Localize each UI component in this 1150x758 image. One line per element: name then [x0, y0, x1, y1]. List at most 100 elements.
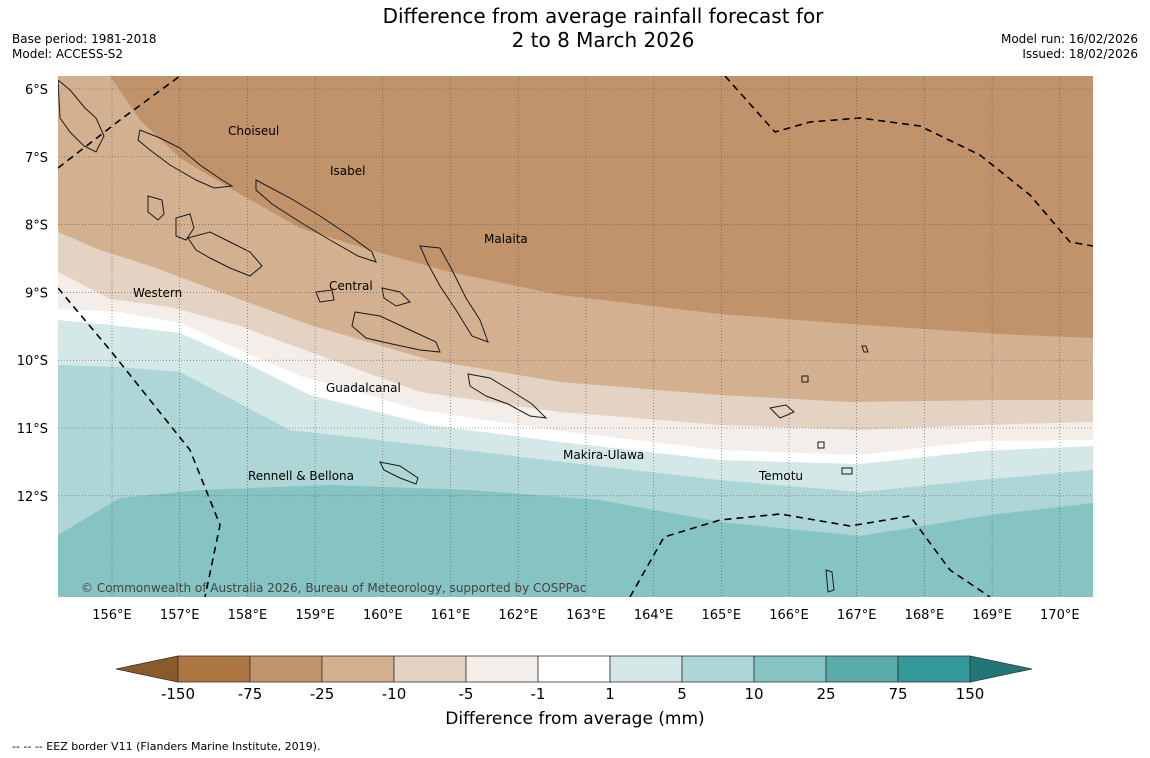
model-run: Model run: 16/02/2026 [1000, 32, 1138, 46]
lat-label: 8°S [25, 219, 48, 234]
lat-label: 9°S [25, 286, 48, 301]
lon-label: 170°E [1040, 608, 1080, 623]
lon-label: 166°E [769, 608, 809, 623]
lon-label: 164°E [634, 608, 674, 623]
lon-label: 165°E [702, 608, 742, 623]
colorbar-tick-label: -25 [310, 685, 335, 703]
eez-west-north [58, 76, 181, 169]
new-georgia-coast [187, 231, 263, 277]
colorbar [115, 655, 1033, 683]
colorbar-tick-label: -10 [382, 685, 407, 703]
lon-label: 156°E [92, 608, 132, 623]
tinakula-coast [817, 441, 825, 449]
vanikoro-coast [841, 467, 853, 475]
russell-islands-coast [315, 289, 335, 303]
longitude-labels: 156°E 157°E 158°E 159°E 160°E 161°E 162°E 163°E… [92, 608, 1079, 623]
model-name: Model: ACCESS-S2 [12, 47, 124, 61]
label-central: Central [329, 279, 373, 293]
torres-coast [825, 569, 835, 593]
base-period: Base period: 1981-2018 [12, 32, 157, 46]
eez-east-south [629, 513, 991, 597]
label-rennell-bellona: Rennell & Bellona [248, 469, 354, 483]
colorbar-tick-label: 150 [956, 685, 985, 703]
rainfall-bands [58, 76, 1093, 597]
colorbar-tick-label: -75 [238, 685, 263, 703]
lon-label: 163°E [566, 608, 606, 623]
meta-right: Model run: 16/02/2026 Issued: 18/02/2026 [1001, 32, 1138, 62]
colorbar-tick-label: 5 [677, 685, 687, 703]
malaita-coast [419, 245, 489, 343]
colorbar-max-arrow [969, 655, 1033, 683]
eez-footnote: -- -- -- EEZ border V11 (Flanders Marine… [12, 740, 321, 753]
lat-label: 11°S [17, 422, 48, 437]
colorbar-segment [753, 655, 827, 683]
eez-east-north [724, 76, 1093, 247]
colorbar-min-arrow [115, 655, 179, 683]
label-isabel: Isabel [330, 164, 365, 178]
colorbar-segment [177, 655, 251, 683]
colorbar-tick-label: -150 [161, 685, 195, 703]
bougainville-coast [58, 79, 105, 153]
lon-label: 158°E [228, 608, 268, 623]
reef-islands-coast [861, 345, 869, 353]
colorbar-segment [393, 655, 467, 683]
lat-label: 7°S [25, 151, 48, 166]
place-labels: Choiseul Isabel Malaita Western Central … [133, 124, 803, 483]
colorbar-tick-label: -1 [531, 685, 546, 703]
florida-islands-coast [381, 287, 411, 307]
lat-label: 12°S [17, 490, 48, 505]
eez-borders [58, 76, 1093, 597]
issued-date: Issued: 18/02/2026 [1022, 47, 1138, 61]
colorbar-title: Difference from average (mm) [445, 709, 705, 729]
colorbar-segment [537, 655, 611, 683]
label-guadalcanal: Guadalcanal [326, 381, 401, 395]
makira-coast [467, 373, 548, 419]
colorbar-segment [321, 655, 395, 683]
colorbar-segment [249, 655, 323, 683]
latitude-labels: 6°S 7°S 8°S 9°S 10°S 11°S 12°S [17, 83, 48, 505]
colorbar-tick-label: 75 [888, 685, 907, 703]
colorbar-ticks: -150 -75 -25 -10 -5 -1 1 5 10 25 75 150 [161, 685, 984, 703]
label-makira-ulawa: Makira-Ulawa [563, 448, 644, 462]
vella-lavella-coast [147, 195, 165, 221]
colorbar-tick-label: 1 [605, 685, 615, 703]
kolombangara-coast [175, 213, 195, 241]
colorbar-segment [681, 655, 755, 683]
choiseul-coast [137, 129, 234, 189]
colorbar-tick-label: 10 [744, 685, 763, 703]
lat-label: 10°S [17, 354, 48, 369]
copyright-text: © Commonwealth of Australia 2026, Bureau… [81, 581, 586, 595]
lon-label: 159°E [295, 608, 335, 623]
duff-islands-coast [801, 375, 809, 383]
coastlines [58, 79, 869, 593]
label-western: Western [133, 286, 182, 300]
lon-label: 167°E [837, 608, 877, 623]
lon-label: 160°E [363, 608, 403, 623]
rennell-coast [379, 461, 419, 485]
meta-left: Base period: 1981-2018 Model: ACCESS-S2 [12, 32, 157, 62]
label-malaita: Malaita [484, 232, 528, 246]
colorbar-segment [465, 655, 539, 683]
map-title: Difference from average rainfall forecas… [0, 4, 1150, 52]
colorbar-segment [609, 655, 683, 683]
colorbar-tick-label: -5 [459, 685, 474, 703]
lon-label: 169°E [972, 608, 1012, 623]
eez-west-south [58, 287, 221, 597]
title-line-2: 2 to 8 March 2026 [511, 28, 695, 52]
lon-label: 157°E [160, 608, 200, 623]
colorbar-segment [897, 655, 971, 683]
guadalcanal-coast [351, 311, 441, 353]
label-choiseul: Choiseul [228, 124, 279, 138]
lon-label: 162°E [498, 608, 538, 623]
lat-label: 6°S [25, 83, 48, 98]
lon-label: 161°E [431, 608, 471, 623]
title-line-1: Difference from average rainfall forecas… [382, 4, 824, 28]
colorbar-segment [825, 655, 899, 683]
santa-cruz-coast [768, 404, 795, 419]
colorbar-tick-label: 25 [816, 685, 835, 703]
label-temotu: Temotu [758, 469, 803, 483]
band-minus75-minus25 [58, 76, 1093, 338]
isabel-coast [255, 179, 377, 263]
lon-label: 168°E [905, 608, 945, 623]
